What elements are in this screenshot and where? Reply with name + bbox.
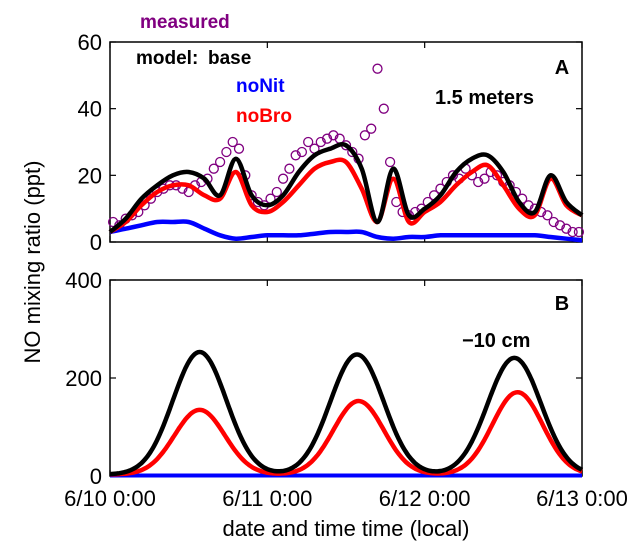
y-tick-label: 0 bbox=[90, 230, 102, 255]
x-axis-ticks: 6/10 0:00 6/11 0:00 6/12 0:00 6/13 0:00 bbox=[64, 486, 628, 511]
y-tick-label: 60 bbox=[78, 30, 102, 55]
x-tick-label: 6/10 0:00 bbox=[64, 486, 156, 511]
panel-b-series bbox=[110, 352, 582, 475]
legend: measured model: base noNit noBro bbox=[136, 12, 292, 127]
measured-point bbox=[222, 148, 231, 157]
measured-point bbox=[272, 188, 281, 197]
x-tick-label: 6/13 0:00 bbox=[536, 486, 628, 511]
panel-a-label: A bbox=[555, 57, 569, 79]
legend-noNit: noNit bbox=[236, 76, 285, 97]
y-tick-label: 200 bbox=[65, 366, 102, 391]
measured-point bbox=[285, 164, 294, 173]
y-tick-label: 400 bbox=[65, 268, 102, 293]
legend-measured: measured bbox=[140, 12, 230, 33]
x-tick-label: 6/11 0:00 bbox=[222, 486, 312, 511]
panel-a: 0 20 40 60 A 1.5 meters measured model: bas… bbox=[78, 12, 584, 255]
legend-base: base bbox=[208, 48, 251, 69]
measured-point bbox=[235, 144, 244, 153]
panel-a-frame bbox=[110, 42, 582, 242]
measured-point bbox=[379, 104, 388, 113]
y-axis-label: NO mixing ratio (ppt) bbox=[20, 161, 45, 364]
measured-point bbox=[367, 124, 376, 133]
y-tick-label: 40 bbox=[78, 97, 102, 122]
panel-b-annotation: −10 cm bbox=[462, 330, 530, 352]
panel-b-label: B bbox=[555, 293, 569, 315]
measured-point bbox=[216, 158, 225, 167]
measured-point bbox=[386, 158, 395, 167]
series-base-line bbox=[110, 144, 582, 232]
series-noNit-line bbox=[110, 222, 582, 241]
x-axis-label: date and time time (local) bbox=[223, 516, 470, 541]
x-tick-label: 6/12 0:00 bbox=[379, 486, 471, 511]
legend-noBro: noBro bbox=[236, 106, 292, 127]
legend-model-prefix: model: bbox=[136, 48, 198, 69]
y-tick-label: 20 bbox=[78, 163, 102, 188]
measured-point bbox=[279, 174, 288, 183]
series-noBro-line bbox=[110, 392, 582, 474]
panel-a-annotation: 1.5 meters bbox=[435, 87, 534, 109]
measured-point bbox=[373, 64, 382, 73]
